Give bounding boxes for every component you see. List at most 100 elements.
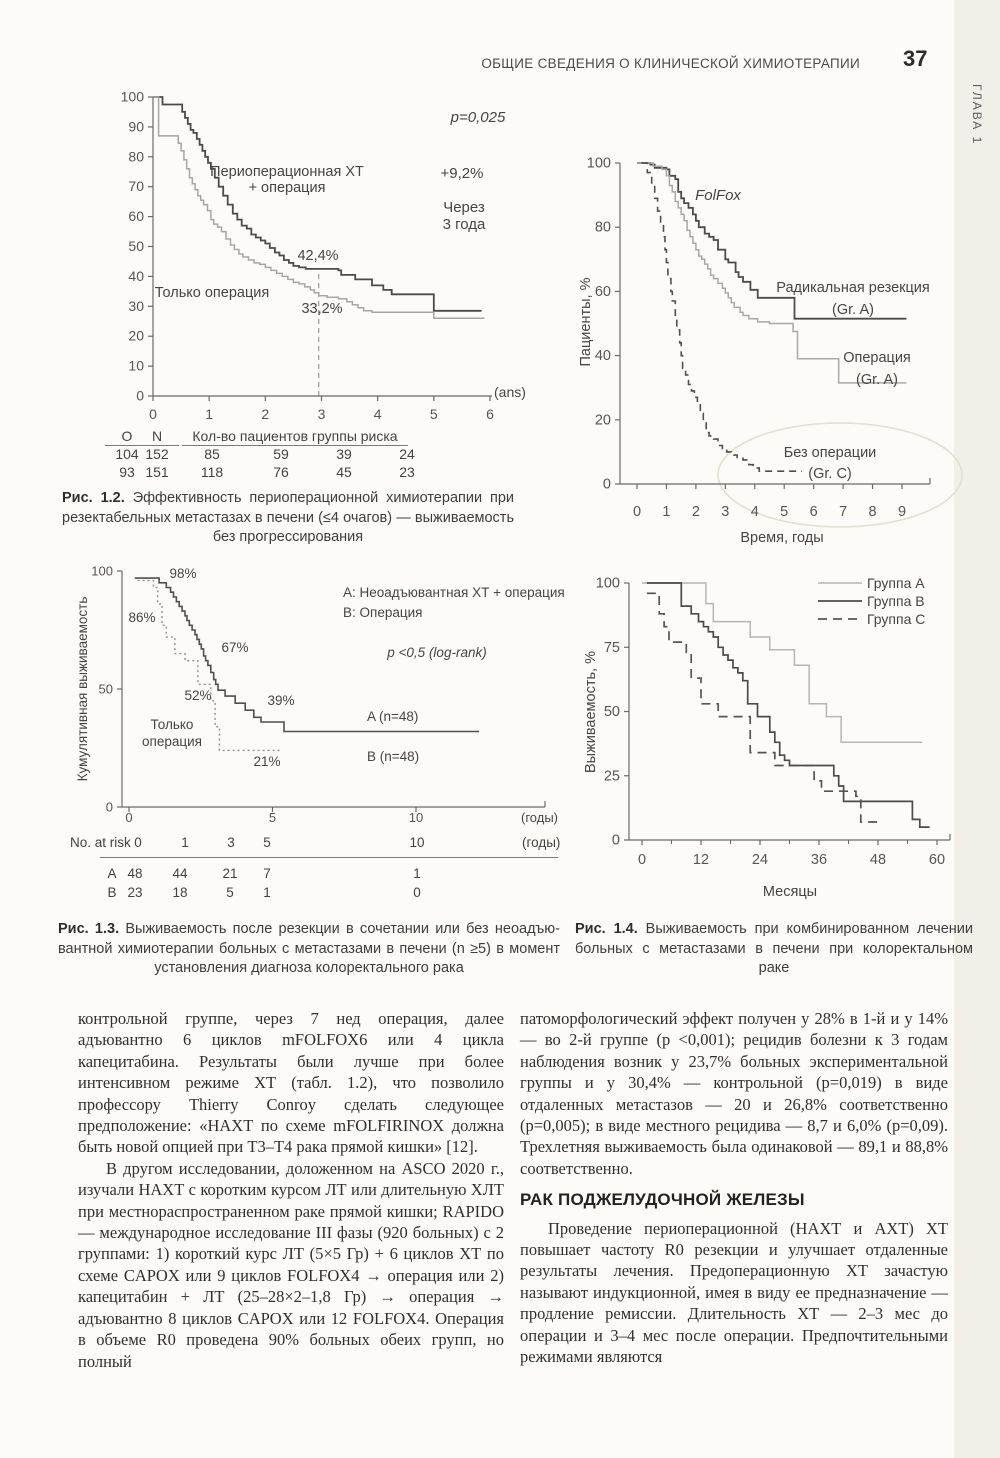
- series-no-surgery-grC: [641, 162, 802, 472]
- y-tick-label: 100: [121, 89, 145, 105]
- curve-B-n: B (n=48): [367, 749, 419, 764]
- risk12-cell: 104: [115, 446, 139, 462]
- y-tick-label: 50: [99, 682, 113, 697]
- x-tick-label: 5: [269, 810, 276, 825]
- y-tick-label: 0: [106, 800, 113, 815]
- x-unit: (ans): [494, 384, 526, 400]
- value-33: 33,2%: [301, 301, 342, 317]
- risk13-cell: 1: [263, 885, 271, 900]
- fig12-survival-chart: 0 1 2 3 4 5 60102030405060708090100p=0,025+9,2…: [121, 89, 526, 423]
- x-tick-label: 4: [374, 406, 382, 422]
- body-right-column: патоморфологический эффект получен у 28%…: [520, 1008, 948, 1368]
- risk13-row-name: B: [107, 885, 117, 900]
- risk12-cell: 59: [273, 446, 289, 462]
- risk13-divider: [100, 857, 558, 858]
- figure-text-1-3: Выживаемость после резекции в сочетании …: [58, 921, 560, 976]
- legend-label-group-C: Группа C: [867, 611, 925, 627]
- y-tick-label: 100: [596, 576, 620, 592]
- figure-text-1-2: Эффективность периоперационной химиотера…: [62, 490, 514, 545]
- x-tick-label: 1: [662, 504, 670, 520]
- series-radical-resection-grA: [637, 162, 907, 320]
- risk13-cell: 18: [172, 885, 188, 900]
- y-tick-label: 20: [595, 412, 611, 428]
- x-tick-label: 2: [692, 504, 700, 520]
- risk12-cell: 152: [145, 446, 169, 462]
- series-perioperative-chemo-plus-surgery: [153, 96, 482, 312]
- y-tick-label: 100: [91, 564, 113, 579]
- y-tick-label: 0: [136, 388, 144, 404]
- delta-label: +9,2%: [441, 165, 484, 182]
- x-axis-title: Месяцы: [763, 884, 817, 900]
- figure-label-1-2: Рис. 1.2.: [62, 490, 125, 506]
- value-67: 67%: [221, 640, 248, 655]
- risk13-cell: 0: [413, 885, 421, 900]
- risk13-row-name: A: [107, 866, 117, 881]
- risk12-cell: 45: [336, 464, 352, 480]
- x-tick-label: 6: [810, 504, 818, 520]
- risk12-cell: 85: [204, 446, 220, 462]
- x-tick-label: 2: [261, 406, 269, 422]
- y-tick-label: 40: [595, 348, 611, 364]
- chapter-tab-label: ГЛАВА 1: [970, 84, 984, 146]
- x-tick-label: 0: [638, 852, 646, 868]
- y-tick-label: 70: [128, 178, 144, 194]
- value-39: 39%: [267, 693, 294, 708]
- risk13-cell: 23: [127, 885, 143, 900]
- left-paragraph-1: контрольной группе, через 7 нед операция…: [78, 1009, 504, 1157]
- y-tick-label: 0: [612, 833, 620, 849]
- left-paragraph-2: В другом исследовании, доложенном на ASC…: [78, 1158, 504, 1371]
- fig14-survival-chart: 0 12 24 36 48 60 0 25 50 75 100 Месяцы Выживаемость,…: [583, 575, 951, 900]
- value-98: 98%: [169, 566, 196, 581]
- value-86: 86%: [128, 610, 155, 625]
- x-tick-label: 0: [149, 406, 157, 422]
- y-tick-label: 60: [128, 208, 144, 224]
- y-tick-label: 40: [128, 268, 144, 284]
- x-tick-label: 12: [693, 852, 709, 868]
- chapter-side-strip: ГЛАВА 1: [954, 0, 1000, 1458]
- risk12-cell: 24: [399, 446, 415, 462]
- y-axis-title: Выживаемость, %: [583, 651, 599, 773]
- risk12-cell: 23: [399, 464, 415, 480]
- x-tick-label: 1: [205, 406, 213, 422]
- x-tick-label: 6: [486, 406, 494, 422]
- y-tick-label: 0: [603, 477, 611, 493]
- section-heading-pancreatic-cancer: РАК ПОДЖЕЛУДОЧНОЙ ЖЕЛЕЗЫ: [520, 1190, 805, 1210]
- series-group-A: [642, 582, 923, 744]
- risk12-cell: 93: [119, 464, 135, 480]
- risk12-cell: 151: [145, 464, 169, 480]
- risk13-year: 1: [181, 835, 189, 850]
- risk12-header-group: Кол-во пациентов группы риска: [182, 429, 408, 446]
- x-tick-label: 0: [125, 810, 132, 825]
- x-tick-label: 7: [839, 504, 847, 520]
- x-unit: (годы): [521, 810, 558, 825]
- body-left-column: контрольной группе, через 7 нед операция…: [78, 1008, 504, 1372]
- page-number: 37: [903, 46, 928, 71]
- x-tick-label: 10: [409, 810, 423, 825]
- watermark-ellipse: [717, 422, 963, 528]
- risk13-cell: 44: [172, 866, 188, 881]
- x-tick-label: 24: [752, 852, 768, 868]
- series-surgery-only: [153, 96, 485, 320]
- p-value: p <0,5 (log-rank): [386, 645, 486, 660]
- risk13-cell: 21: [222, 866, 238, 881]
- risk12-header-n: N: [151, 428, 163, 444]
- value-21: 21%: [253, 754, 280, 769]
- risk13-cell: 7: [263, 866, 271, 881]
- y-tick-label: 30: [128, 298, 144, 314]
- x-tick-label: 3: [318, 406, 326, 422]
- risk12-cell: 118: [200, 464, 224, 480]
- y-tick-label: 25: [604, 768, 620, 784]
- folfox-label: FolFox: [695, 187, 741, 204]
- figure-caption-1-3: Рис. 1.3. Выживаемость после резекции в …: [58, 920, 560, 979]
- risk13-year-suffix: (годы): [522, 835, 561, 850]
- figure-label-1-4: Рис. 1.4.: [575, 921, 638, 937]
- fig12-risk-table: O N Кол-во пациентов группы риска 104 15…: [60, 429, 520, 489]
- surgery-only-label: Только операция: [142, 717, 202, 749]
- x-tick-label: 48: [870, 852, 886, 868]
- right-paragraph-2: Проведение периоперационной (НАХТ и АХТ)…: [520, 1218, 948, 1367]
- legend-A: A: Неоадъювантная ХТ + операция: [343, 585, 565, 600]
- x-tick-label: 9: [898, 504, 906, 520]
- y-tick-label: 80: [128, 148, 144, 164]
